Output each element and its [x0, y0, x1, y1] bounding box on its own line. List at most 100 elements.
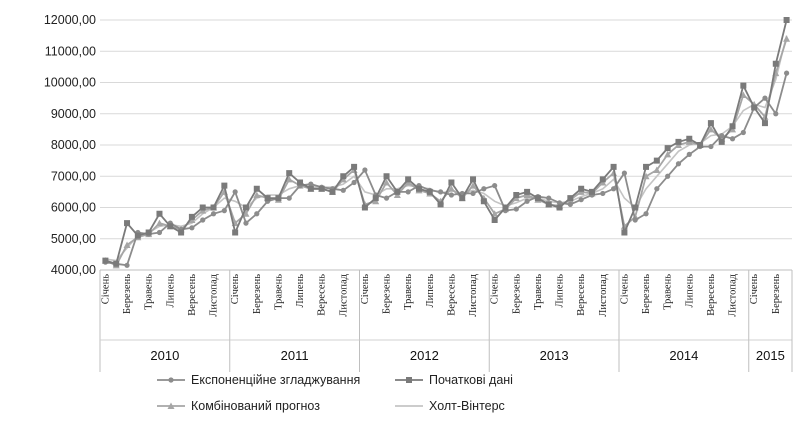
data-point — [286, 170, 293, 177]
data-point — [318, 185, 325, 192]
data-point — [329, 188, 336, 195]
data-point — [221, 208, 227, 214]
data-point — [253, 185, 260, 192]
x-tick-label: Січень — [619, 274, 630, 304]
data-point — [632, 217, 638, 223]
data-point — [610, 163, 617, 170]
data-point — [340, 173, 347, 180]
x-tick-label: Листопад — [209, 273, 220, 316]
x-axis: Січень Березень Травень Липень Вересень Листо… — [99, 269, 793, 372]
x-tick-label: Травень — [403, 274, 414, 310]
y-tick-label: 12000,00 — [44, 13, 96, 27]
data-point — [643, 163, 650, 170]
x-tick-label: Травень — [533, 274, 544, 310]
data-point — [351, 179, 357, 186]
x-tick-label: Вересень — [706, 274, 717, 316]
y-axis-tick-labels: 4000,00 5000,00 6000,00 7000,00 8000,00 9000,… — [44, 13, 96, 277]
data-point — [155, 219, 163, 227]
data-point — [729, 123, 736, 130]
series-0 — [102, 17, 790, 267]
data-point — [664, 150, 672, 158]
data-point — [740, 82, 747, 89]
data-point — [524, 198, 530, 204]
data-point — [124, 220, 131, 227]
data-point — [156, 210, 163, 217]
x-tick-label: Вересень — [446, 274, 457, 316]
x-tick-label: Липень — [165, 274, 176, 308]
x-tick-label: Березень — [252, 274, 263, 314]
data-point — [643, 211, 649, 217]
year-label: 2012 — [410, 348, 439, 363]
data-point — [469, 182, 477, 189]
data-point — [783, 35, 791, 42]
data-point — [773, 111, 779, 117]
data-point — [621, 229, 628, 236]
data-point — [383, 179, 391, 186]
data-point — [491, 217, 498, 223]
data-point — [221, 182, 228, 189]
y-tick-label: 8000,00 — [51, 138, 96, 152]
series-3 — [105, 35, 788, 262]
data-point — [394, 188, 401, 195]
data-point — [448, 179, 455, 186]
legend-swatch-marker — [406, 377, 412, 383]
series-line — [105, 38, 788, 267]
data-point — [447, 185, 455, 192]
data-point — [437, 189, 444, 195]
data-point — [719, 133, 725, 139]
y-tick-label: 6000,00 — [51, 201, 96, 215]
x-tick-label: Вересень — [576, 274, 587, 316]
data-point — [534, 195, 541, 202]
data-point — [740, 129, 746, 136]
data-point — [123, 241, 131, 248]
x-tick-label: Травень — [663, 274, 674, 310]
data-point — [405, 176, 412, 183]
data-point — [113, 260, 120, 267]
data-point — [188, 213, 195, 220]
legend-label: Холт-Вінтерс — [429, 399, 505, 413]
data-point — [308, 181, 314, 187]
data-point — [675, 138, 682, 145]
data-point — [448, 192, 455, 198]
x-tick-label: Листопад — [468, 273, 479, 316]
data-point — [242, 210, 250, 217]
data-point — [361, 204, 368, 211]
legend-label: Початкові дані — [429, 373, 513, 387]
data-point — [156, 229, 163, 236]
data-point — [729, 136, 736, 142]
data-point — [167, 223, 174, 230]
data-point — [524, 188, 531, 195]
data-point — [697, 142, 704, 148]
data-point — [189, 225, 195, 231]
x-tick-label: Березень — [511, 274, 522, 314]
data-point — [415, 185, 422, 192]
x-tick-label: Листопад — [728, 273, 739, 316]
data-point — [232, 229, 239, 236]
data-point — [567, 201, 573, 207]
x-tick-label: Вересень — [187, 274, 198, 316]
data-point — [567, 195, 574, 202]
data-point — [383, 195, 390, 201]
data-point — [178, 229, 185, 236]
data-point — [578, 185, 585, 192]
x-tick-label: Липень — [555, 274, 566, 308]
data-point — [307, 185, 314, 192]
x-tick-label: Березень — [382, 274, 393, 314]
y-tick-label: 9000,00 — [51, 107, 96, 121]
x-tick-label: Листопад — [598, 273, 609, 316]
x-tick-label: Липень — [295, 274, 306, 308]
legend-label: Комбінований прогноз — [191, 399, 320, 413]
legend-label: Експоненційне згладжування — [191, 373, 360, 387]
legend: Експоненційне згладжування Початкові дані… — [157, 373, 513, 413]
data-point — [481, 186, 487, 192]
data-point — [102, 257, 109, 264]
data-point — [405, 189, 411, 195]
data-point — [286, 195, 292, 201]
data-point — [762, 95, 768, 101]
legend-swatch-marker — [168, 377, 174, 383]
y-tick-label: 4000,00 — [51, 263, 96, 277]
data-point — [664, 145, 671, 152]
year-label: 2013 — [540, 348, 569, 363]
legend-entry: Експоненційне згладжування — [157, 373, 360, 387]
legend-entry: Холт-Вінтерс — [395, 399, 505, 413]
